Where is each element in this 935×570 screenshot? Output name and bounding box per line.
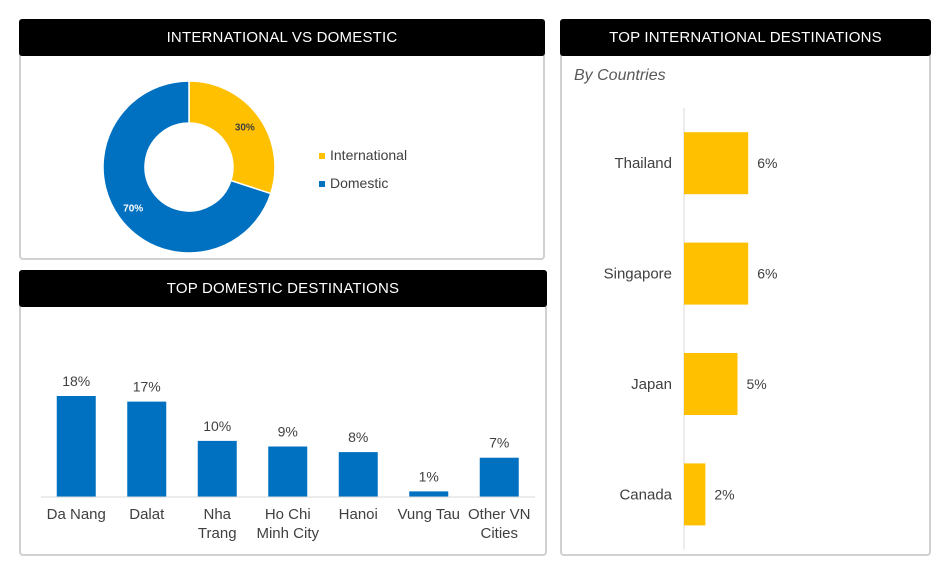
panel-title: INTERNATIONAL VS DOMESTIC: [166, 29, 398, 46]
donut-data-label: 30%: [235, 122, 255, 133]
data-label: 18%: [62, 373, 90, 389]
tick-label: Da Nang: [47, 506, 106, 523]
header-intl-vs-domestic: INTERNATIONAL VS DOMESTIC: [19, 19, 545, 56]
tick-label: Dalat: [129, 506, 165, 523]
donut-slice-international: [188, 80, 276, 195]
data-label: 7%: [489, 435, 509, 451]
bar: [479, 457, 519, 497]
tick-label: Ho Chi: [265, 506, 311, 523]
tick-label: Nha: [203, 506, 231, 523]
bar: [268, 446, 308, 497]
legend-label-international: International: [330, 147, 407, 163]
data-label: 2%: [714, 486, 734, 502]
tick-label: Trang: [198, 525, 237, 542]
data-label: 5%: [747, 376, 767, 392]
tick-label: Thailand: [614, 155, 672, 172]
domestic-bar-chart: 18% Da Nang 17% Dalat 10% Nha Trang 9% Ho Chi Min…: [41, 373, 535, 542]
bar: [56, 396, 96, 497]
bar: [684, 132, 749, 195]
data-label: 10%: [203, 418, 231, 434]
tick-label: Japan: [631, 376, 672, 393]
tick-label: Singapore: [604, 266, 672, 283]
legend-label-domestic: Domestic: [330, 175, 388, 191]
donut-chart: 30% 70% International Domestic: [102, 80, 407, 254]
bar: [684, 353, 738, 415]
header-top-international: TOP INTERNATIONAL DESTINATIONS: [560, 19, 931, 56]
donut-slice-domestic: [102, 80, 272, 254]
header-top-domestic: TOP DOMESTIC DESTINATIONS: [19, 270, 547, 307]
data-label: 6%: [757, 155, 777, 171]
legend-swatch-domestic: [319, 181, 325, 187]
panel-intl-vs-domestic: 30% 70% International Domestic: [19, 20, 545, 260]
panel-top-international: By Countries Thailand 6% Singapore 6% Japan 5…: [560, 20, 931, 556]
data-label: 8%: [348, 429, 368, 445]
data-label: 6%: [757, 266, 777, 282]
panel-subtitle: By Countries: [574, 67, 666, 84]
tick-label: Minh City: [256, 525, 319, 542]
tick-label: Hanoi: [339, 506, 378, 523]
bar: [197, 440, 237, 497]
bar: [409, 491, 449, 497]
donut-data-label: 70%: [123, 204, 143, 215]
legend-swatch-international: [319, 153, 325, 159]
tick-label: Other VN: [468, 506, 531, 523]
tick-label: Cities: [480, 525, 518, 542]
data-label: 1%: [419, 468, 439, 484]
tick-label: Vung Tau: [397, 506, 460, 523]
data-label: 9%: [278, 424, 298, 440]
panel-title: TOP DOMESTIC DESTINATIONS: [166, 280, 400, 297]
bar: [338, 452, 378, 497]
international-bar-chart: Thailand 6% Singapore 6% Japan 5% Canada 2%: [604, 108, 777, 550]
data-label: 17%: [133, 379, 161, 395]
panel-top-domestic: 18% Da Nang 17% Dalat 10% Nha Trang 9% Ho Chi Min…: [19, 270, 547, 556]
bar: [684, 463, 706, 526]
panel-title: TOP INTERNATIONAL DESTINATIONS: [609, 29, 882, 46]
tick-label: Canada: [619, 486, 672, 503]
bar: [684, 242, 749, 305]
bar: [127, 401, 167, 497]
